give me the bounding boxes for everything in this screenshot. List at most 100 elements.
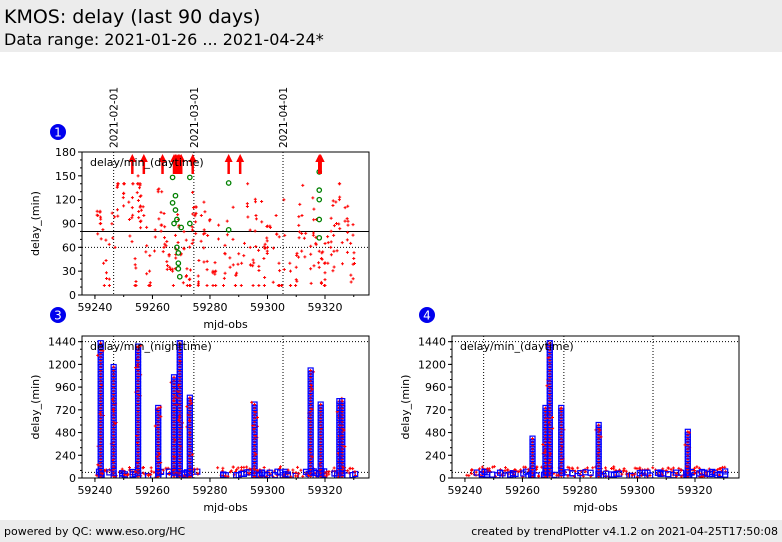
red-point [323, 241, 327, 245]
red-point [248, 228, 252, 232]
red-point [122, 204, 126, 208]
red-point [559, 407, 563, 411]
red-point [202, 200, 206, 204]
red-point [604, 466, 608, 470]
x-tick-label: 59240 [77, 484, 112, 497]
red-point [231, 263, 235, 267]
footer-powered-by[interactable]: powered by QC: www.eso.org/HC [4, 525, 186, 538]
red-point [548, 458, 552, 462]
red-point [248, 263, 252, 267]
red-point [162, 245, 166, 249]
red-point [107, 283, 111, 287]
red-point [137, 209, 141, 213]
red-point [164, 244, 168, 248]
red-point [157, 217, 161, 221]
red-point [226, 474, 230, 478]
red-point [326, 261, 330, 265]
red-point [309, 281, 313, 285]
red-point [301, 183, 305, 187]
footer-created-by: created by trendPlotter v4.1.2 on 2021-0… [471, 525, 778, 538]
red-point [262, 466, 266, 470]
red-point [311, 196, 315, 200]
red-point [115, 185, 119, 189]
red-point [100, 472, 104, 476]
green-point [172, 207, 179, 213]
red-point [192, 206, 196, 210]
red-point [338, 195, 342, 199]
red-point [286, 468, 290, 472]
red-point [351, 467, 355, 471]
red-point [148, 254, 152, 258]
y-tick-label: 240 [55, 449, 76, 462]
chart-1: 1 2021-02-01 2021-03-01 2021-04-01 delay/min… [29, 87, 370, 331]
red-point [153, 424, 157, 428]
red-point [171, 283, 175, 287]
blue-square-point [170, 374, 178, 381]
red-point [172, 375, 176, 379]
red-point [121, 196, 125, 200]
outlier-arrow-head [236, 154, 245, 162]
red-point [352, 251, 356, 255]
red-point [545, 384, 549, 388]
red-point [311, 231, 315, 235]
red-point [300, 249, 304, 253]
red-point [149, 466, 153, 470]
red-point [144, 250, 148, 254]
y-tick-label: 60 [62, 241, 76, 254]
red-point [695, 465, 699, 469]
red-point [138, 186, 142, 190]
red-point [294, 265, 298, 269]
plot-number-badge [50, 307, 66, 323]
red-point [188, 431, 192, 435]
red-point [332, 249, 336, 253]
red-point [189, 268, 193, 272]
red-point [296, 474, 300, 478]
red-point [223, 474, 227, 478]
red-point [130, 196, 134, 200]
red-point [211, 271, 215, 275]
red-point [163, 242, 167, 246]
red-point [206, 233, 210, 237]
red-point [107, 277, 111, 281]
red-point [163, 225, 167, 229]
red-point [235, 271, 239, 275]
red-point [102, 283, 106, 287]
red-point [309, 368, 313, 372]
red-point [291, 468, 295, 472]
red-point [127, 218, 131, 222]
red-point [104, 271, 108, 275]
red-point [321, 250, 325, 254]
red-point [136, 174, 140, 178]
y-tick-label: 720 [55, 404, 76, 417]
red-point [139, 344, 143, 348]
red-point [168, 265, 172, 269]
red-point [250, 400, 254, 404]
red-point [165, 264, 169, 268]
red-point [214, 283, 218, 287]
red-point [349, 241, 353, 245]
x-tick-label: 59240 [77, 301, 112, 314]
y-tick-label: 120 [55, 194, 76, 207]
red-point [329, 253, 333, 257]
red-point [503, 469, 507, 473]
red-point [105, 277, 109, 281]
red-point [153, 228, 157, 232]
red-point [348, 467, 352, 471]
red-point [271, 246, 275, 250]
red-point [351, 223, 355, 227]
red-point [543, 449, 547, 453]
green-point [175, 250, 182, 256]
red-point [297, 255, 301, 259]
red-point [715, 468, 719, 472]
red-point [503, 466, 507, 470]
red-point [116, 182, 120, 186]
red-point [319, 403, 323, 407]
red-point [205, 283, 209, 287]
red-point [235, 468, 239, 472]
red-point [622, 469, 626, 473]
red-point [597, 423, 601, 427]
red-point [228, 265, 232, 269]
red-point [251, 264, 255, 268]
red-point [312, 264, 316, 268]
red-point [556, 473, 560, 477]
